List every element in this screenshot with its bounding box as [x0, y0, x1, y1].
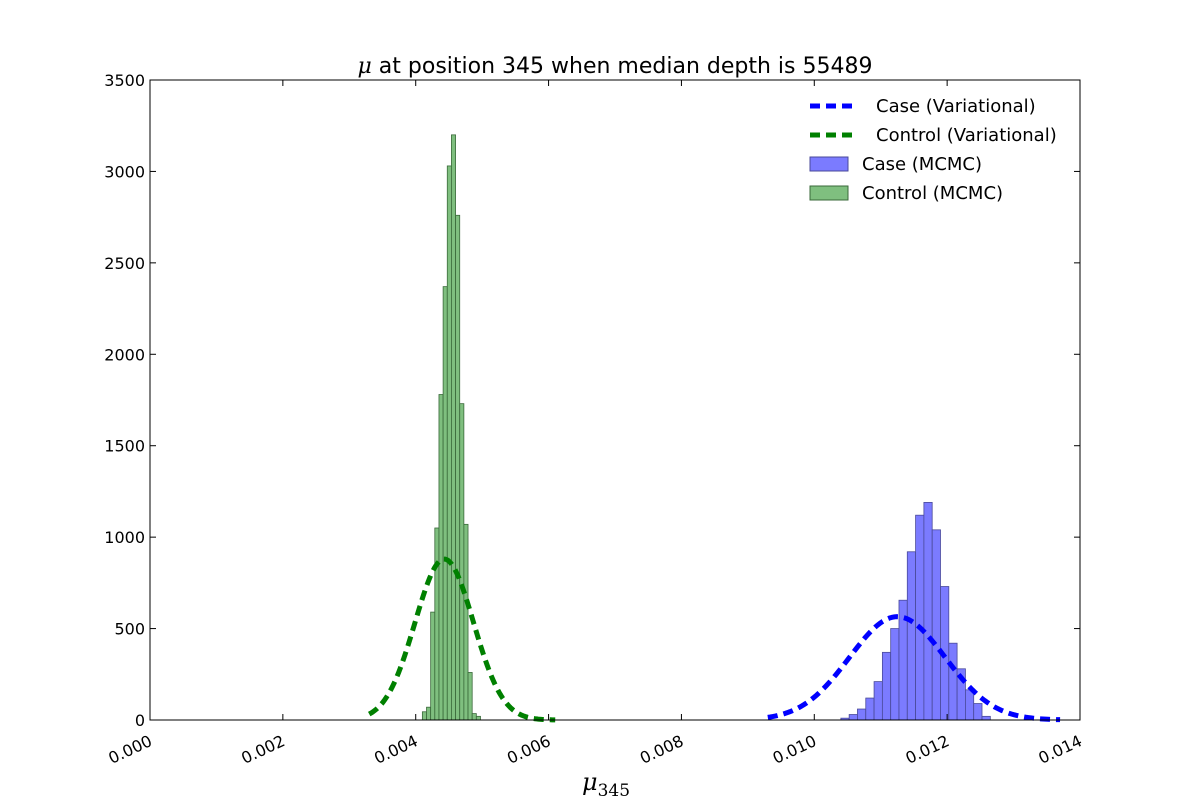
histogram-bar [451, 134, 456, 721]
x-axis-label: μ345 [582, 768, 630, 800]
histogram-bar [471, 713, 477, 721]
y-tick-label: 3500 [104, 71, 145, 90]
histogram-bar [881, 651, 892, 721]
chart-title: μ at position 345 when median depth is 5… [358, 54, 873, 79]
legend-swatch-control-mcmc [809, 185, 849, 201]
x-tick-label: 0.012 [903, 731, 953, 768]
histogram-bar [890, 628, 900, 721]
y-tick-label: 500 [114, 620, 145, 639]
histogram-bar [426, 706, 432, 721]
y-tick-label: 2500 [104, 254, 145, 273]
x-axis-label-sub: 345 [598, 781, 630, 800]
x-tick-label: 0.010 [770, 731, 820, 768]
histogram-bar [865, 697, 875, 721]
curve-layer [367, 556, 1061, 723]
y-tick-label: 1500 [104, 437, 145, 456]
x-tick-label: 0.004 [371, 731, 421, 768]
series-line-1 [367, 556, 556, 723]
x-tick-label: 0.000 [105, 731, 155, 768]
histogram-bar [857, 708, 867, 721]
histogram-bar [467, 672, 473, 721]
histogram-bar [455, 214, 461, 721]
x-tick-label: 0.002 [238, 731, 288, 768]
chart-title-text: at position 345 when median depth is 554… [372, 54, 873, 79]
histogram-bar [430, 611, 436, 721]
histogram-bar [915, 514, 925, 721]
legend-label-control-mcmc: Control (MCMC) [862, 183, 1003, 204]
series-line-0 [767, 614, 1061, 723]
x-tick-label: 0.008 [637, 731, 687, 768]
x-tick-label: 0.006 [504, 731, 554, 768]
histogram-bar [906, 551, 916, 721]
histogram-bar [463, 523, 469, 721]
legend-swatch-case-mcmc [809, 156, 849, 172]
histogram-bar [434, 527, 440, 721]
y-tick-label: 2000 [104, 345, 145, 364]
histogram-bar [438, 394, 444, 721]
histogram-bar [965, 689, 975, 721]
legend-label-case-variational: Case (Variational) [876, 96, 1036, 117]
histogram-bar [459, 403, 465, 721]
y-tick-label: 0 [135, 711, 145, 730]
legend-label-control-variational: Control (Variational) [876, 125, 1057, 146]
histogram-bar [923, 501, 933, 721]
histogram-bar [873, 681, 883, 721]
histogram-bar [973, 703, 983, 721]
x-axis-label-main: μ [582, 768, 598, 796]
histogram-bar [442, 286, 448, 721]
histogram-bar [475, 715, 481, 721]
x-tick-label: 0.014 [1035, 731, 1085, 768]
histogram-bar [981, 715, 991, 721]
histogram-bar [446, 165, 452, 721]
axes-frame [149, 79, 1081, 721]
histogram-bar [948, 642, 958, 721]
histogram-bar [931, 529, 941, 721]
legend: Case (Variational) Control (Variational)… [809, 96, 1057, 204]
legend-label-case-mcmc: Case (MCMC) [862, 154, 982, 175]
chart-title-symbol: μ [358, 54, 372, 79]
histogram-bar [848, 714, 858, 721]
histogram-bar [421, 711, 427, 721]
y-tick-label: 3000 [104, 162, 145, 181]
y-tick-label: 1000 [104, 528, 145, 547]
